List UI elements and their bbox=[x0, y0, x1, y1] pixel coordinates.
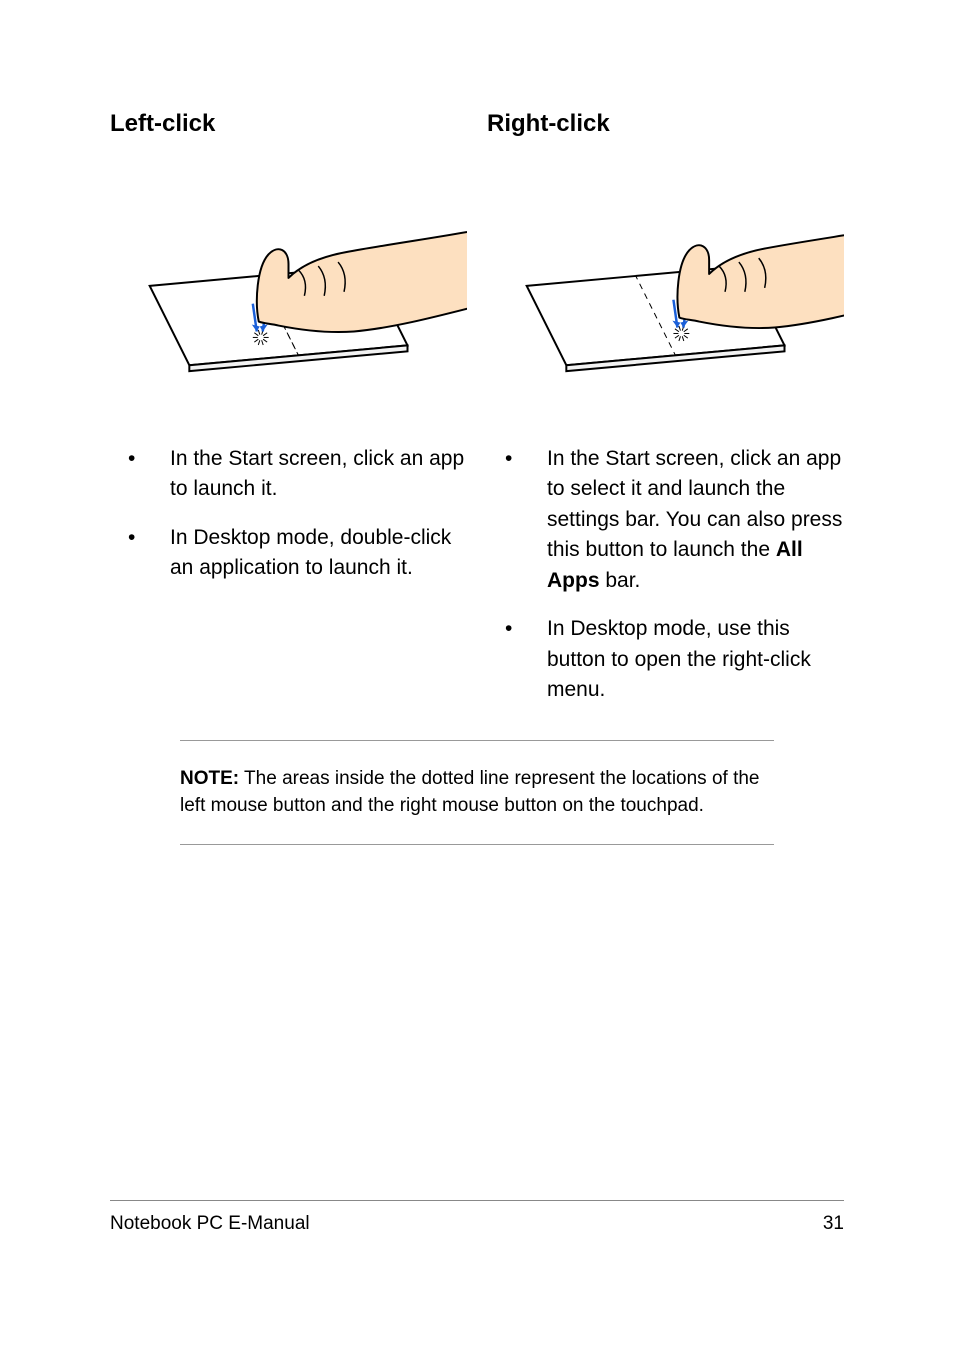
left-heading: Left-click bbox=[110, 110, 467, 138]
left-column: Left-click In the Start screen, click an… bbox=[110, 110, 467, 724]
bullet-item: In the Start screen, click an app to lau… bbox=[110, 444, 467, 505]
right-column: Right-click In the Start screen, click a… bbox=[487, 110, 844, 724]
bullet-item: In the Start screen, click an app to sel… bbox=[487, 444, 844, 596]
footer: Notebook PC E-Manual 31 bbox=[110, 1200, 844, 1235]
footer-page: 31 bbox=[823, 1213, 844, 1235]
left-illustration bbox=[110, 156, 467, 416]
columns: Left-click In the Start screen, click an… bbox=[110, 110, 844, 724]
note-block: NOTE: The areas inside the dotted line r… bbox=[180, 740, 774, 845]
footer-title: Notebook PC E-Manual bbox=[110, 1213, 310, 1235]
right-bullets: In the Start screen, click an app to sel… bbox=[487, 444, 844, 706]
note-label: NOTE: bbox=[180, 768, 239, 789]
page: Left-click In the Start screen, click an… bbox=[0, 0, 954, 1345]
right-heading: Right-click bbox=[487, 110, 844, 138]
left-bullets: In the Start screen, click an app to lau… bbox=[110, 444, 467, 584]
right-illustration bbox=[487, 156, 844, 416]
note-text: The areas inside the dotted line represe… bbox=[180, 768, 760, 817]
bullet-item: In Desktop mode, use this button to open… bbox=[487, 614, 844, 705]
bullet-item: In Desktop mode, double-click an applica… bbox=[110, 523, 467, 584]
